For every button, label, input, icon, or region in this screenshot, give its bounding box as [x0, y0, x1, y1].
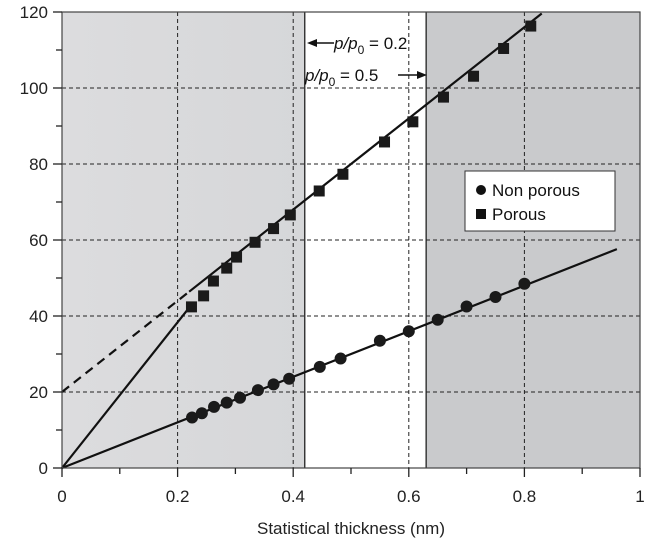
porous-point: [221, 262, 233, 274]
non-porous-point: [234, 391, 247, 404]
non-porous-point: [251, 384, 264, 397]
porous-point: [231, 251, 243, 263]
non-porous-point: [431, 313, 444, 326]
non-porous-point: [267, 378, 280, 391]
y-tick-label: 120: [20, 3, 48, 22]
annotation-p05: p/p0 = 0.5: [304, 66, 378, 89]
non-porous-point: [373, 334, 386, 347]
legend-circle-icon: [476, 185, 486, 195]
porous-point: [525, 20, 537, 32]
axes: 0 0.2 0.4 0.6 0.8 1 0 20 40 60 80 100 120: [20, 3, 645, 506]
annotation-p02: p/p0 = 0.2: [333, 34, 407, 57]
y-tick-label: 60: [29, 231, 48, 250]
legend-label: Non porous: [492, 181, 580, 200]
porous-point: [185, 301, 197, 313]
legend-box: [464, 170, 616, 232]
legend: Non porous Porous: [464, 170, 616, 232]
non-porous-point: [460, 300, 473, 313]
porous-point: [268, 223, 280, 235]
non-porous-point: [186, 411, 199, 424]
non-porous-point: [313, 360, 326, 373]
data-points: [185, 20, 537, 424]
non-porous-point: [334, 352, 347, 365]
porous-point: [337, 168, 349, 180]
porous-point: [498, 42, 510, 54]
porous-point: [468, 70, 480, 82]
y-tick-label: 0: [39, 459, 48, 478]
legend-square-icon: [476, 209, 486, 219]
x-tick-label: 0.6: [397, 487, 421, 506]
y-tick-label: 20: [29, 383, 48, 402]
non-porous-point: [518, 277, 531, 290]
non-porous-point: [402, 325, 415, 338]
x-tick-label: 0.8: [513, 487, 537, 506]
porous-point: [249, 236, 261, 248]
porous-point: [437, 91, 449, 103]
annotations: p/p0 = 0.2 p/p0 = 0.5: [304, 34, 427, 89]
porous-point: [284, 209, 296, 221]
x-axis-title: Statistical thickness (nm): [257, 519, 445, 538]
porous-point: [198, 290, 210, 302]
porous-point: [379, 136, 391, 148]
porous-extrapolation: [61, 290, 190, 393]
x-tick-label: 0: [57, 487, 66, 506]
non-porous-point: [283, 372, 296, 385]
y-tick-label: 40: [29, 307, 48, 326]
porous-point: [207, 275, 219, 287]
x-tick-label: 0.4: [281, 487, 305, 506]
non-porous-point: [489, 291, 502, 303]
legend-label: Porous: [492, 205, 546, 224]
y-tick-label: 80: [29, 155, 48, 174]
non-porous-point: [220, 396, 233, 409]
y-tick-label: 100: [20, 79, 48, 98]
porous-point: [313, 185, 325, 197]
porous-fit-line: [188, 12, 543, 293]
x-tick-label: 0.2: [166, 487, 190, 506]
arrow-right-icon: [417, 71, 427, 79]
arrow-left-icon: [307, 39, 317, 47]
x-tick-label: 1: [635, 487, 644, 506]
porous-origin-line: [61, 306, 191, 469]
non-porous-point: [195, 407, 208, 420]
non-porous-point: [208, 400, 221, 413]
porous-point: [407, 116, 419, 128]
